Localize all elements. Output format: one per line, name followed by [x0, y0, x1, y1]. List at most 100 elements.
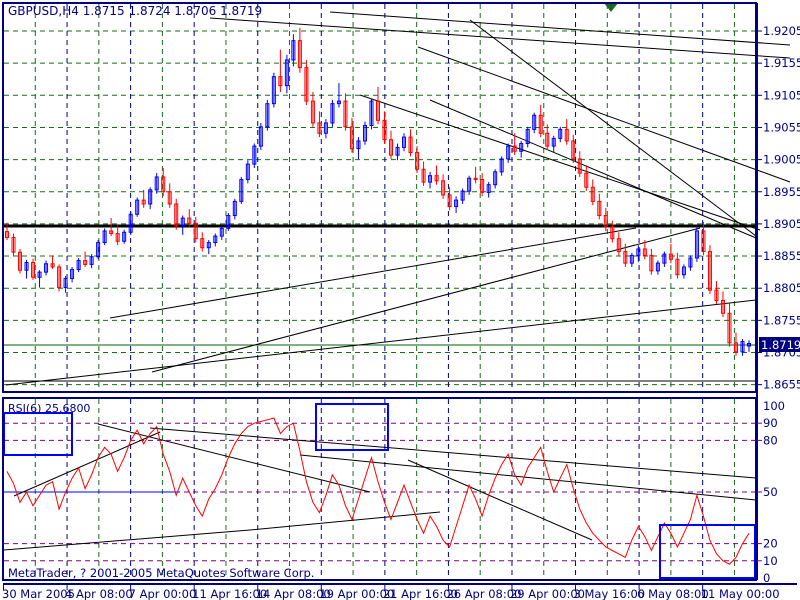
candlestick[interactable] [441, 174, 446, 199]
candlestick[interactable] [362, 121, 367, 145]
rsi-trendline-7[interactable] [249, 511, 441, 531]
candlestick[interactable] [187, 209, 192, 228]
candlestick[interactable] [727, 302, 732, 347]
candlestick[interactable] [402, 133, 407, 152]
candlestick[interactable] [428, 171, 433, 189]
candlestick[interactable] [174, 198, 179, 230]
candlestick[interactable] [271, 72, 276, 108]
candlestick[interactable] [532, 112, 537, 134]
rsi-trendline-4[interactable] [299, 454, 757, 501]
price-pane[interactable] [4, 3, 791, 391]
candlestick[interactable] [467, 175, 472, 195]
candlestick[interactable] [213, 233, 218, 247]
trendline-channel-bottom[interactable] [417, 46, 791, 183]
candlestick[interactable] [590, 179, 595, 206]
candlestick[interactable] [265, 99, 270, 131]
candlestick[interactable] [291, 34, 296, 67]
rsi-pane[interactable] [3, 399, 757, 579]
candlestick[interactable] [740, 338, 745, 356]
candlestick[interactable] [63, 275, 68, 293]
candlestick[interactable] [226, 212, 231, 231]
candlestick[interactable] [389, 130, 394, 159]
rsi-trendline-group[interactable] [3, 423, 757, 551]
candlestick[interactable] [96, 239, 101, 260]
candlestick[interactable] [733, 332, 738, 356]
candlestick[interactable] [11, 233, 16, 256]
candlestick[interactable] [642, 239, 647, 260]
candlestick[interactable] [506, 143, 511, 163]
candlestick[interactable] [662, 251, 667, 267]
candlestick[interactable] [447, 187, 452, 211]
trendline-rising-2[interactable] [151, 227, 701, 373]
candlestick[interactable] [50, 255, 55, 269]
candlestick[interactable] [616, 232, 621, 256]
rsi-trendline-1[interactable] [97, 423, 371, 493]
candlestick[interactable] [675, 252, 680, 279]
trendline-rising-1[interactable] [109, 227, 637, 319]
candlestick[interactable] [747, 340, 751, 352]
candlestick[interactable] [200, 232, 205, 252]
candlestick[interactable] [720, 291, 725, 318]
candlestick[interactable] [76, 257, 81, 273]
candlestick[interactable] [278, 49, 283, 93]
trendline-channel-top[interactable] [359, 94, 761, 231]
candlestick[interactable] [545, 124, 550, 150]
candlestick[interactable] [408, 129, 413, 157]
candlestick[interactable] [167, 183, 172, 208]
candlestick[interactable] [623, 243, 628, 267]
candlestick[interactable] [317, 111, 322, 138]
candlestick[interactable] [571, 134, 576, 163]
candlestick[interactable] [701, 221, 706, 256]
trendline-rising-3[interactable] [5, 299, 757, 386]
candlestick[interactable] [655, 260, 660, 275]
candlestick[interactable] [382, 111, 387, 144]
trendline-falling-2[interactable] [469, 19, 757, 237]
candlestick[interactable] [629, 252, 634, 267]
candlestick[interactable] [473, 166, 478, 184]
candlestick[interactable] [668, 243, 673, 264]
candlestick[interactable] [480, 173, 485, 197]
candlestick[interactable] [564, 119, 569, 145]
price-axis[interactable]: 1.9205 1.9155 1.9105 1.9055 1.9005 1.8955 1.89… [757, 24, 800, 392]
candlestick[interactable] [115, 225, 120, 246]
candlestick[interactable] [610, 220, 615, 243]
trendline-upper-2[interactable] [329, 11, 791, 46]
candlestick[interactable] [304, 59, 309, 105]
candlestick[interactable] [239, 176, 244, 204]
candlestick[interactable] [493, 169, 498, 189]
current-price-tag[interactable]: 1.8719 [759, 337, 800, 352]
candlestick[interactable] [694, 227, 699, 262]
candlestick[interactable] [597, 193, 602, 220]
candlestick[interactable] [245, 160, 250, 184]
candlestick[interactable] [349, 117, 354, 153]
candlestick[interactable] [219, 225, 224, 240]
candlestick[interactable] [454, 196, 459, 213]
candlestick[interactable] [70, 266, 75, 283]
candlestick[interactable] [18, 248, 23, 274]
candlestick[interactable] [297, 27, 302, 73]
candlestick[interactable] [252, 143, 257, 168]
candlestick[interactable] [102, 228, 107, 246]
trendline-upper-1[interactable] [209, 17, 791, 59]
candlestick-series[interactable] [5, 27, 751, 356]
candlestick[interactable] [714, 281, 719, 305]
candlestick[interactable] [284, 54, 289, 94]
candlestick[interactable] [37, 270, 42, 288]
rsi-trendline-3[interactable] [13, 431, 161, 497]
candlestick[interactable] [343, 93, 348, 131]
candlestick[interactable] [310, 92, 315, 127]
candlestick[interactable] [24, 259, 29, 279]
candlestick[interactable] [584, 165, 589, 192]
candlestick[interactable] [57, 264, 62, 292]
candlestick[interactable] [330, 99, 335, 127]
candlestick[interactable] [395, 143, 400, 161]
rsi-trendline-6[interactable] [3, 529, 251, 551]
trendline-falling-1[interactable] [429, 99, 757, 239]
candlestick[interactable] [551, 135, 556, 153]
candlestick[interactable] [434, 165, 439, 185]
rsi-trendline-5[interactable] [407, 459, 593, 541]
candlestick[interactable] [193, 216, 198, 243]
